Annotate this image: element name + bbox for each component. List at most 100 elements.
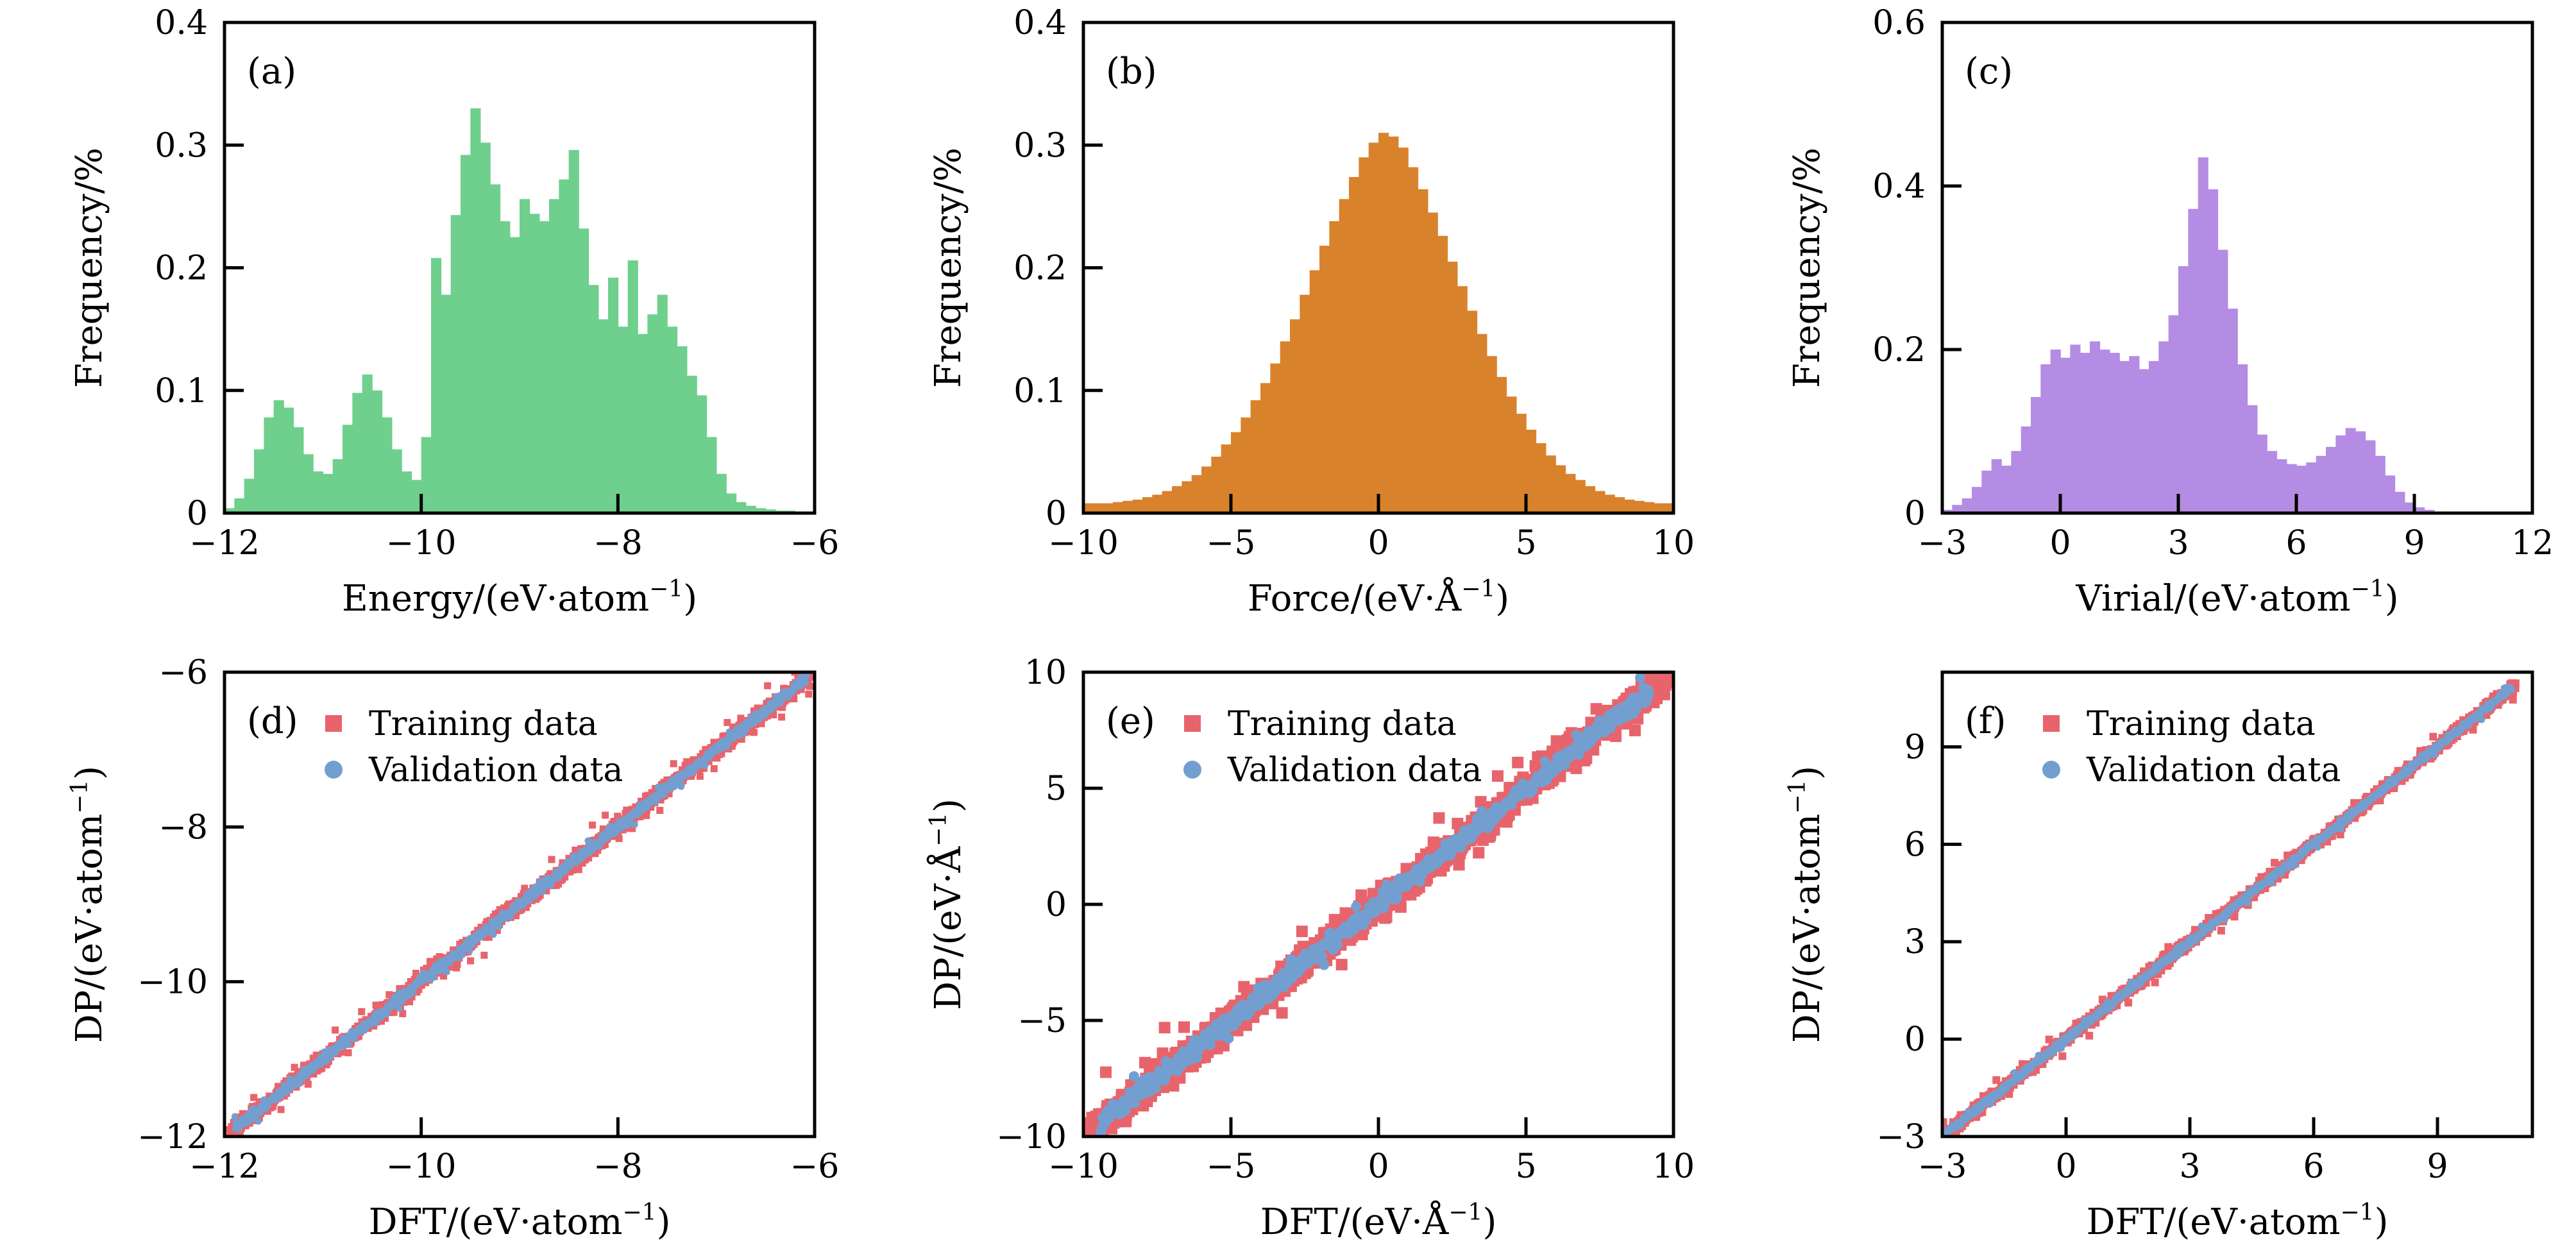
histogram-bar xyxy=(2355,431,2366,513)
histogram-bar xyxy=(1132,499,1143,513)
y-tick-label: 0.3 xyxy=(1013,126,1067,165)
x-tick-label: 6 xyxy=(2303,1147,2324,1186)
histogram-bar xyxy=(1437,235,1448,513)
y-tick-label: 9 xyxy=(1904,728,1926,766)
histogram-bar xyxy=(1378,133,1389,513)
y-axis-title: DP/(eV·Å−1) xyxy=(926,799,969,1010)
histogram-bar xyxy=(1634,500,1645,513)
axis-ticks xyxy=(1081,670,1675,1138)
histogram-bar xyxy=(726,493,737,513)
histogram-bar xyxy=(716,473,727,513)
histogram-bar xyxy=(1359,157,1369,513)
histogram-bar xyxy=(520,199,530,513)
histogram-bar xyxy=(225,508,235,513)
histogram-bar xyxy=(1182,481,1192,513)
histogram-bar xyxy=(1643,502,1655,513)
legend-marker-circle xyxy=(1183,761,1201,779)
histogram-bar xyxy=(1388,136,1399,513)
histogram-bar xyxy=(579,228,589,513)
panel-d-energy-parity-scatter: −12 −10 −8 −6 −12 −10 −8 −6 DFT/(eV·atom−1) DP/(e… xyxy=(67,654,840,1243)
histogram-bar xyxy=(234,498,245,513)
histogram-bar xyxy=(647,314,658,513)
histogram-bar xyxy=(2306,462,2317,513)
histogram-bar xyxy=(2237,364,2248,513)
y-tick-label: 0 xyxy=(1046,886,1067,924)
histogram-bar xyxy=(313,471,324,513)
histogram-bar xyxy=(1171,486,1183,513)
histogram-bar xyxy=(657,294,668,513)
histogram-bar xyxy=(588,285,599,513)
x-tick-label: −6 xyxy=(790,524,840,562)
legend-marker-circle xyxy=(2042,761,2060,779)
panel-e-force-parity-scatter: −10 −5 0 5 10 −10 −5 0 5 10 DFT/(eV·Å−1) DP/(eV·Å−1… xyxy=(926,654,1695,1243)
histogram-bar xyxy=(2227,309,2238,513)
histogram-bar xyxy=(2178,266,2189,513)
x-tick-label: −8 xyxy=(593,524,643,562)
panel-c-virial-histogram: −3 0 3 6 9 1200.20.40.6Virial/(eV·atom−1)Freq… xyxy=(1786,4,2554,620)
histogram-bar xyxy=(1280,341,1291,513)
histogram-bar xyxy=(2139,369,2149,513)
panel-a-energy-histogram: −12 −10 −8 −6 0 0.1 0.2 0.3 0.4 Energy/(eV·atom−1… xyxy=(69,4,840,620)
histogram-bar xyxy=(480,142,491,513)
histogram-bar xyxy=(1319,246,1330,513)
histogram-bar xyxy=(1516,414,1527,513)
axis-ticks xyxy=(1940,21,2534,515)
histogram-bar xyxy=(1584,486,1596,513)
histogram-bars xyxy=(1083,133,1674,513)
histogram-bar xyxy=(1486,356,1497,513)
y-tick-label: 0 xyxy=(187,495,208,533)
y-tick-label: 0.6 xyxy=(1872,4,1926,42)
histogram-bar xyxy=(411,480,422,513)
histogram-bar xyxy=(1555,465,1566,513)
y-tick-label: 3 xyxy=(1904,923,1926,961)
axis-ticks xyxy=(223,670,817,1138)
histogram-bars xyxy=(225,108,815,513)
histogram-bar xyxy=(1536,443,1546,513)
histogram-bar xyxy=(2001,466,2012,513)
y-tick-label: −6 xyxy=(158,654,208,692)
histogram-bar xyxy=(667,326,678,513)
x-axis-title: Energy/(eV·atom−1) xyxy=(342,576,697,620)
histogram-bar xyxy=(1339,199,1350,513)
y-tick-label: −5 xyxy=(1017,1002,1067,1040)
histogram-bar xyxy=(500,221,511,513)
histogram-bar xyxy=(559,179,570,513)
histogram-bar xyxy=(1972,487,1983,513)
histogram-bar xyxy=(2188,208,2199,513)
histogram-bar xyxy=(470,108,481,513)
y-tick-label: 0.2 xyxy=(1013,249,1067,288)
axis-ticks xyxy=(223,21,817,515)
y-tick-label: −3 xyxy=(1876,1118,1926,1156)
histogram-bar xyxy=(1981,470,1992,513)
histogram-bar xyxy=(2158,341,2169,513)
y-tick-label: 0.4 xyxy=(155,4,208,42)
histogram-bar xyxy=(2335,435,2346,513)
legend-marker-square xyxy=(1184,715,1201,732)
legend: Training data Validation data xyxy=(325,705,623,790)
x-tick-label: −6 xyxy=(790,1147,840,1186)
histogram-bar xyxy=(736,502,747,513)
histogram-bar xyxy=(1604,495,1615,513)
histogram-bar xyxy=(2345,428,2356,513)
histogram-bar xyxy=(264,417,275,513)
y-tick-label: 0.1 xyxy=(155,372,208,410)
histogram-bar xyxy=(2109,353,2120,513)
x-tick-label: −12 xyxy=(189,1147,260,1186)
x-tick-label: −10 xyxy=(1048,1147,1119,1186)
histogram-bar xyxy=(1418,189,1428,513)
histogram-bar xyxy=(1270,363,1281,513)
histogram-bar xyxy=(2090,341,2101,513)
histogram-bar xyxy=(1329,221,1340,513)
histogram-bar xyxy=(273,400,284,513)
histogram-bar xyxy=(1496,376,1507,513)
histogram-bars xyxy=(1942,157,2455,513)
x-tick-label: −12 xyxy=(189,524,260,562)
histogram-bar xyxy=(1991,459,2002,513)
histogram-bar xyxy=(2365,440,2376,513)
histogram-bar xyxy=(608,277,619,513)
panel-letter: (e) xyxy=(1106,700,1155,742)
panel-f-virial-parity-scatter: −3 0 3 6 9 −3 0 3 6 9 DFT/(eV·atom−1) DP/(eV·atom−1… xyxy=(1784,670,2534,1243)
legend: Training data Validation data xyxy=(1183,705,1482,790)
legend-label: Validation data xyxy=(1227,751,1482,790)
